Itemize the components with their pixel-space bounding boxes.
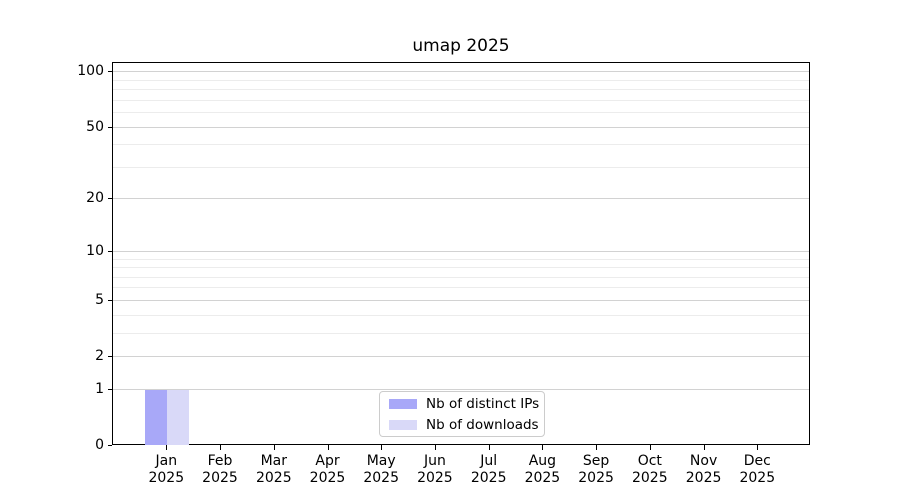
y-tick-label-1: 1: [95, 380, 104, 397]
x-tick-label-line: Jun: [423, 453, 446, 469]
y-minor-gridline-70: [113, 99, 809, 101]
y-tick-label-2: 2: [95, 348, 104, 364]
y-tick-2: [108, 356, 112, 357]
x-tick-feb-2025: [220, 445, 221, 450]
x-tick-label-line: 2025: [685, 470, 722, 486]
x-tick-jun-2025: [434, 445, 436, 450]
y-minor-gridline-80: [113, 89, 809, 90]
y-minor-gridline-7: [113, 276, 809, 278]
x-tick-label-line: Sep: [582, 453, 610, 469]
legend-label-nb-of-downloads: Nb of downloads: [426, 416, 539, 433]
y-gridline-20: [113, 198, 809, 200]
legend-item-nb-of-distinct-ips: Nb of distinct IPs: [389, 396, 539, 412]
legend-label-nb-of-distinct-ips: Nb of distinct IPs: [426, 395, 540, 412]
x-tick-label-line: Jul: [480, 453, 498, 469]
y-minor-gridline-8: [113, 267, 809, 268]
y-tick-100: [108, 71, 112, 73]
y-tick-label-0: 0: [95, 437, 104, 453]
legend-swatch-nb-of-downloads: [389, 419, 417, 430]
bar-nb-of-distinct-ips-jan-2025: [145, 389, 168, 445]
y-tick-50: [108, 126, 112, 128]
y-gridline-2: [113, 356, 809, 357]
x-tick-label-sep-2025: Sep 2025: [566, 453, 626, 487]
x-tick-label-jun-2025: Jun 2025: [405, 453, 465, 487]
y-minor-gridline-3: [113, 332, 809, 334]
y-tick-label-100: 100: [77, 63, 104, 80]
x-tick-dec-2025: [757, 445, 759, 450]
x-tick-label-mar-2025: Mar 2025: [244, 453, 304, 487]
x-tick-nov-2025: [703, 445, 705, 450]
x-tick-label-line: 2025: [309, 470, 346, 486]
x-tick-label-line: 2025: [363, 470, 399, 486]
plot-area: [112, 62, 810, 445]
y-minor-gridline-40: [113, 144, 809, 146]
y-tick-0: [108, 445, 112, 446]
x-tick-label-line: Aug: [528, 453, 557, 469]
x-tick-label-jul-2025: Jul 2025: [459, 453, 519, 487]
x-tick-label-dec-2025: Dec 2025: [727, 453, 787, 487]
y-tick-10: [108, 250, 112, 252]
x-tick-label-line: Mar: [260, 453, 287, 469]
x-tick-label-line: Dec: [743, 453, 771, 469]
y-minor-gridline-4: [113, 314, 809, 316]
y-tick-label-20: 20: [86, 190, 104, 207]
x-tick-aug-2025: [542, 445, 544, 450]
y-tick-label-5: 5: [95, 291, 104, 308]
y-tick-20: [108, 198, 112, 200]
y-tick-1: [108, 388, 112, 390]
x-tick-label-line: Feb: [207, 453, 233, 469]
x-tick-label-line: Apr: [315, 453, 340, 469]
x-tick-sep-2025: [596, 445, 598, 450]
x-tick-label-line: 2025: [524, 470, 561, 486]
x-tick-label-line: May: [366, 453, 396, 469]
y-tick-5: [108, 299, 112, 301]
x-tick-label-aug-2025: Aug 2025: [512, 453, 572, 487]
x-tick-label-line: 2025: [578, 470, 614, 486]
x-tick-oct-2025: [649, 445, 651, 450]
y-gridline-10: [113, 250, 809, 252]
y-gridline-100: [113, 71, 809, 73]
x-tick-label-line: 2025: [739, 470, 776, 486]
legend-swatch-nb-of-distinct-ips: [389, 398, 417, 409]
chart-title: umap 2025: [412, 36, 510, 56]
x-tick-label-may-2025: May 2025: [351, 453, 411, 487]
x-tick-jul-2025: [488, 445, 490, 450]
x-tick-label-line: 2025: [148, 470, 185, 486]
x-tick-label-nov-2025: Nov 2025: [674, 453, 734, 487]
legend: Nb of distinct IPs Nb of downloads: [379, 391, 545, 437]
y-gridline-50: [113, 126, 809, 128]
x-tick-label-line: Nov: [689, 453, 718, 469]
x-tick-label-line: 2025: [255, 470, 292, 486]
y-minor-gridline-90: [113, 79, 809, 81]
x-tick-label-line: Jan: [155, 453, 178, 469]
x-tick-label-line: 2025: [417, 470, 453, 486]
y-tick-label-50: 50: [86, 118, 104, 135]
x-tick-label-oct-2025: Oct 2025: [620, 453, 680, 487]
y-minor-gridline-30: [113, 166, 809, 168]
x-tick-label-feb-2025: Feb 2025: [190, 453, 250, 487]
x-tick-label-jan-2025: Jan 2025: [136, 453, 196, 487]
x-tick-may-2025: [381, 445, 383, 450]
x-tick-jan-2025: [166, 445, 168, 450]
bar-nb-of-downloads-jan-2025: [167, 389, 190, 445]
x-tick-label-line: Oct: [637, 453, 662, 469]
y-minor-gridline-60: [113, 111, 809, 113]
x-tick-mar-2025: [273, 445, 275, 450]
x-tick-label-line: 2025: [470, 470, 507, 486]
x-tick-label-line: 2025: [631, 470, 668, 486]
legend-item-nb-of-downloads: Nb of downloads: [389, 417, 539, 433]
y-minor-gridline-6: [113, 287, 809, 289]
y-tick-label-10: 10: [86, 242, 104, 259]
y-gridline-1: [113, 388, 809, 390]
x-tick-label-apr-2025: Apr 2025: [298, 453, 358, 487]
y-gridline-5: [113, 299, 809, 301]
y-minor-gridline-9: [113, 258, 809, 260]
x-tick-apr-2025: [327, 445, 329, 450]
x-tick-label-line: 2025: [202, 470, 238, 486]
